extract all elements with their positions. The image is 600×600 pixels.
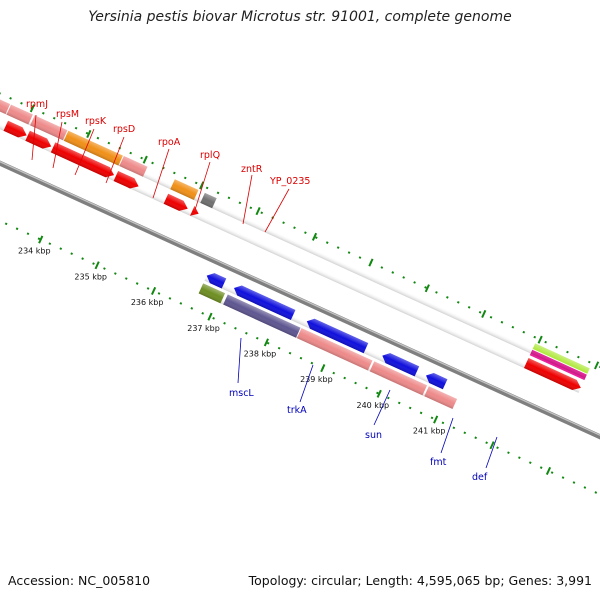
kbp-label: 240 kbp xyxy=(357,401,390,410)
gene-label-YP_0235: YP_0235 xyxy=(269,176,310,187)
major-tick xyxy=(489,441,495,450)
major-tick xyxy=(433,415,439,424)
gene-label-rpoA: rpoA xyxy=(158,137,181,148)
major-tick xyxy=(311,232,318,241)
outer-tick-scale xyxy=(0,67,600,418)
gene-label-rpsM: rpsM xyxy=(56,109,79,120)
major-tick xyxy=(38,235,44,244)
major-tick xyxy=(537,335,543,344)
gene-label-rpsK: rpsK xyxy=(85,116,107,127)
major-tick xyxy=(320,364,326,373)
major-tick xyxy=(368,258,374,267)
kbp-label: 237 kbp xyxy=(187,324,220,333)
kbp-label: 238 kbp xyxy=(244,349,277,358)
major-tick xyxy=(86,129,92,139)
gene-label-sun: sun xyxy=(365,430,382,441)
forward-outer-row xyxy=(0,73,590,381)
forward-inner-row xyxy=(0,91,584,393)
kbp-label: 241 kbp xyxy=(413,427,446,436)
forward-gene-labels: rpmJ rpsM rpsK rpsD rpoA rplQ zntR YP_02… xyxy=(26,99,310,233)
gene-label-rpsD: rpsD xyxy=(113,124,135,135)
genome-summary-text: Topology: circular; Length: 4,595,065 bp… xyxy=(248,573,592,588)
gene-label-zntR: zntR xyxy=(241,164,263,175)
major-tick xyxy=(376,389,382,398)
major-ticks xyxy=(29,104,600,475)
gene-label-rpmJ: rpmJ xyxy=(26,99,48,110)
gene-label-mscL: mscL xyxy=(229,388,254,399)
reverse-gene-labels: mscL trkA sun fmt def xyxy=(229,337,498,483)
major-tick xyxy=(481,309,487,319)
backbone-highlight xyxy=(0,123,600,474)
kbp-label: 235 kbp xyxy=(74,272,107,281)
reverse-inner-row xyxy=(204,270,448,390)
major-tick xyxy=(199,181,205,190)
gene-label-fmt: fmt xyxy=(430,457,447,468)
major-tick xyxy=(207,312,213,321)
kbp-label: 234 kbp xyxy=(18,247,51,256)
kbp-label: 239 kbp xyxy=(300,375,333,384)
accession-text: Accession: NC_005810 xyxy=(8,573,151,588)
reverse-outer-row xyxy=(198,283,458,410)
major-tick xyxy=(424,284,430,293)
gene-label-def: def xyxy=(472,472,488,483)
major-tick xyxy=(545,466,552,475)
major-tick xyxy=(142,155,148,164)
inner-tick-scale xyxy=(0,172,600,523)
major-tick xyxy=(150,286,157,296)
gene-label-rplQ: rplQ xyxy=(200,150,220,161)
gene-label-trkA: trkA xyxy=(287,405,307,416)
major-tick xyxy=(594,361,600,370)
major-tick xyxy=(94,261,100,270)
map-title: Yersinia pestis biovar Microtus str. 910… xyxy=(88,9,512,25)
major-tick xyxy=(29,104,35,113)
major-tick xyxy=(255,207,261,216)
genome-backbone xyxy=(0,123,600,477)
kbp-label: 236 kbp xyxy=(131,298,164,307)
major-tick xyxy=(263,338,269,347)
